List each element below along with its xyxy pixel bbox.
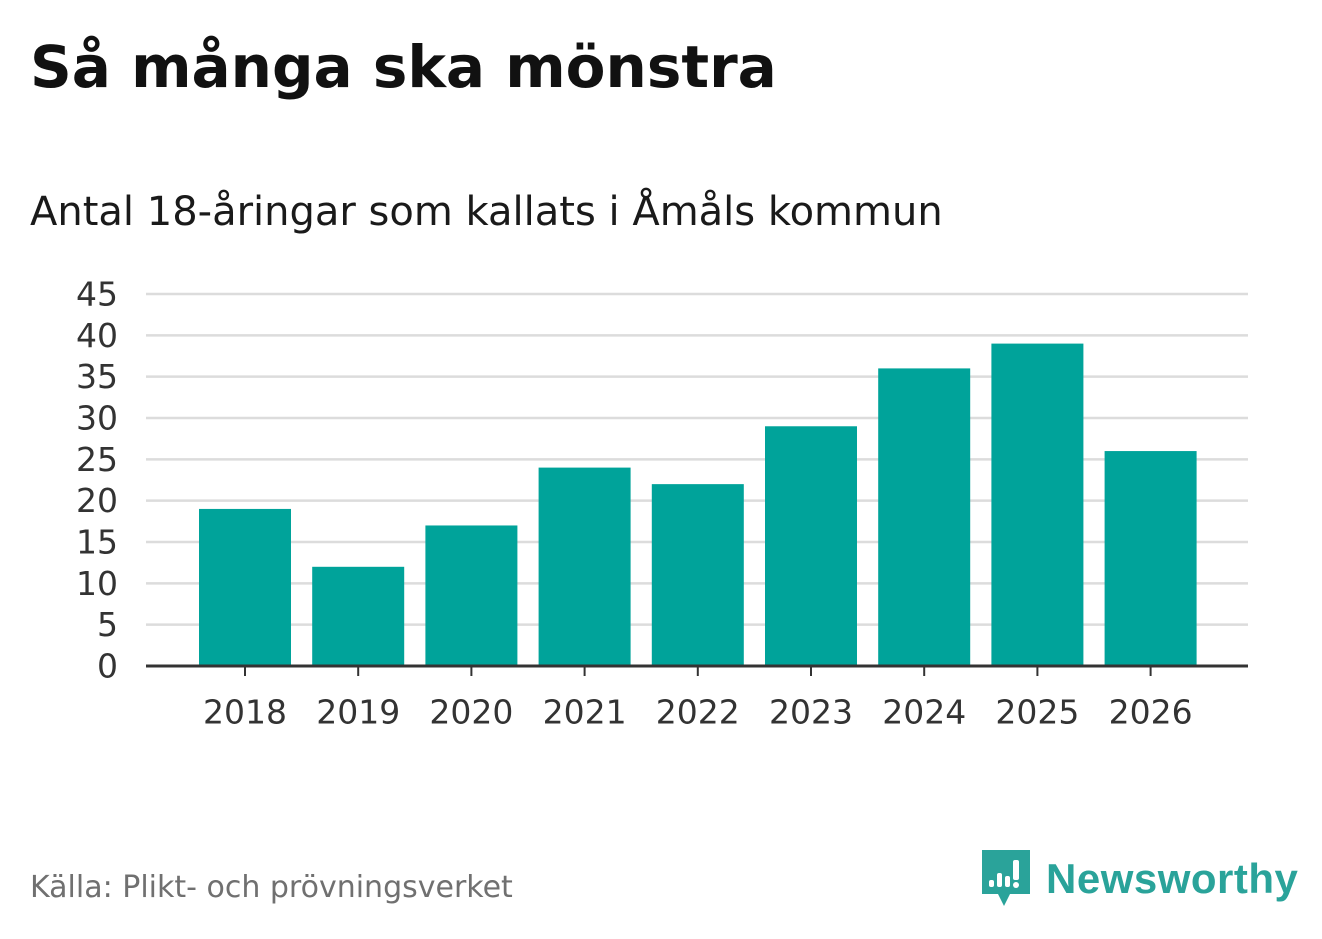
y-tick-label: 25 — [76, 440, 118, 479]
bar-2018 — [199, 508, 291, 666]
y-tick-label: 30 — [76, 399, 118, 438]
x-tick-label: 2026 — [1109, 693, 1193, 732]
x-tick-label: 2024 — [882, 693, 966, 732]
y-tick-label: 15 — [76, 523, 118, 562]
chart-subtitle: Antal 18-åringar som kallats i Åmåls kom… — [30, 189, 943, 235]
y-tick-label: 45 — [76, 275, 118, 314]
x-tick-label: 2025 — [995, 693, 1079, 732]
bar-2022 — [651, 484, 744, 666]
bar-2020 — [425, 525, 518, 666]
chart-title: Så många ska mönstra — [30, 33, 777, 101]
brand: Newsworthy — [980, 848, 1298, 910]
x-tick-label: 2020 — [429, 693, 513, 732]
y-tick-label: 5 — [97, 605, 118, 644]
x-tick-label: 2023 — [769, 693, 853, 732]
x-tick-label: 2021 — [543, 693, 627, 732]
y-tick-label: 20 — [76, 481, 118, 520]
bars — [199, 343, 1197, 666]
x-tick-label: 2018 — [203, 693, 287, 732]
x-tick-label: 2022 — [656, 693, 740, 732]
bar-2023 — [765, 426, 857, 666]
brand-name: Newsworthy — [1046, 855, 1299, 902]
y-tick-label: 0 — [97, 647, 118, 686]
x-tick-label: 2019 — [316, 693, 400, 732]
y-tick-label: 10 — [76, 564, 118, 603]
bar-2025 — [991, 343, 1084, 666]
y-tick-label: 40 — [76, 316, 118, 355]
source-note: Källa: Plikt- och prövningsverket — [30, 870, 513, 905]
bar-2019 — [312, 566, 405, 666]
bar-2021 — [538, 467, 631, 666]
bar-2026 — [1104, 451, 1197, 666]
bar-2024 — [878, 368, 971, 666]
y-tick-label: 35 — [76, 357, 118, 396]
newsworthy-logo-icon — [982, 850, 1030, 906]
